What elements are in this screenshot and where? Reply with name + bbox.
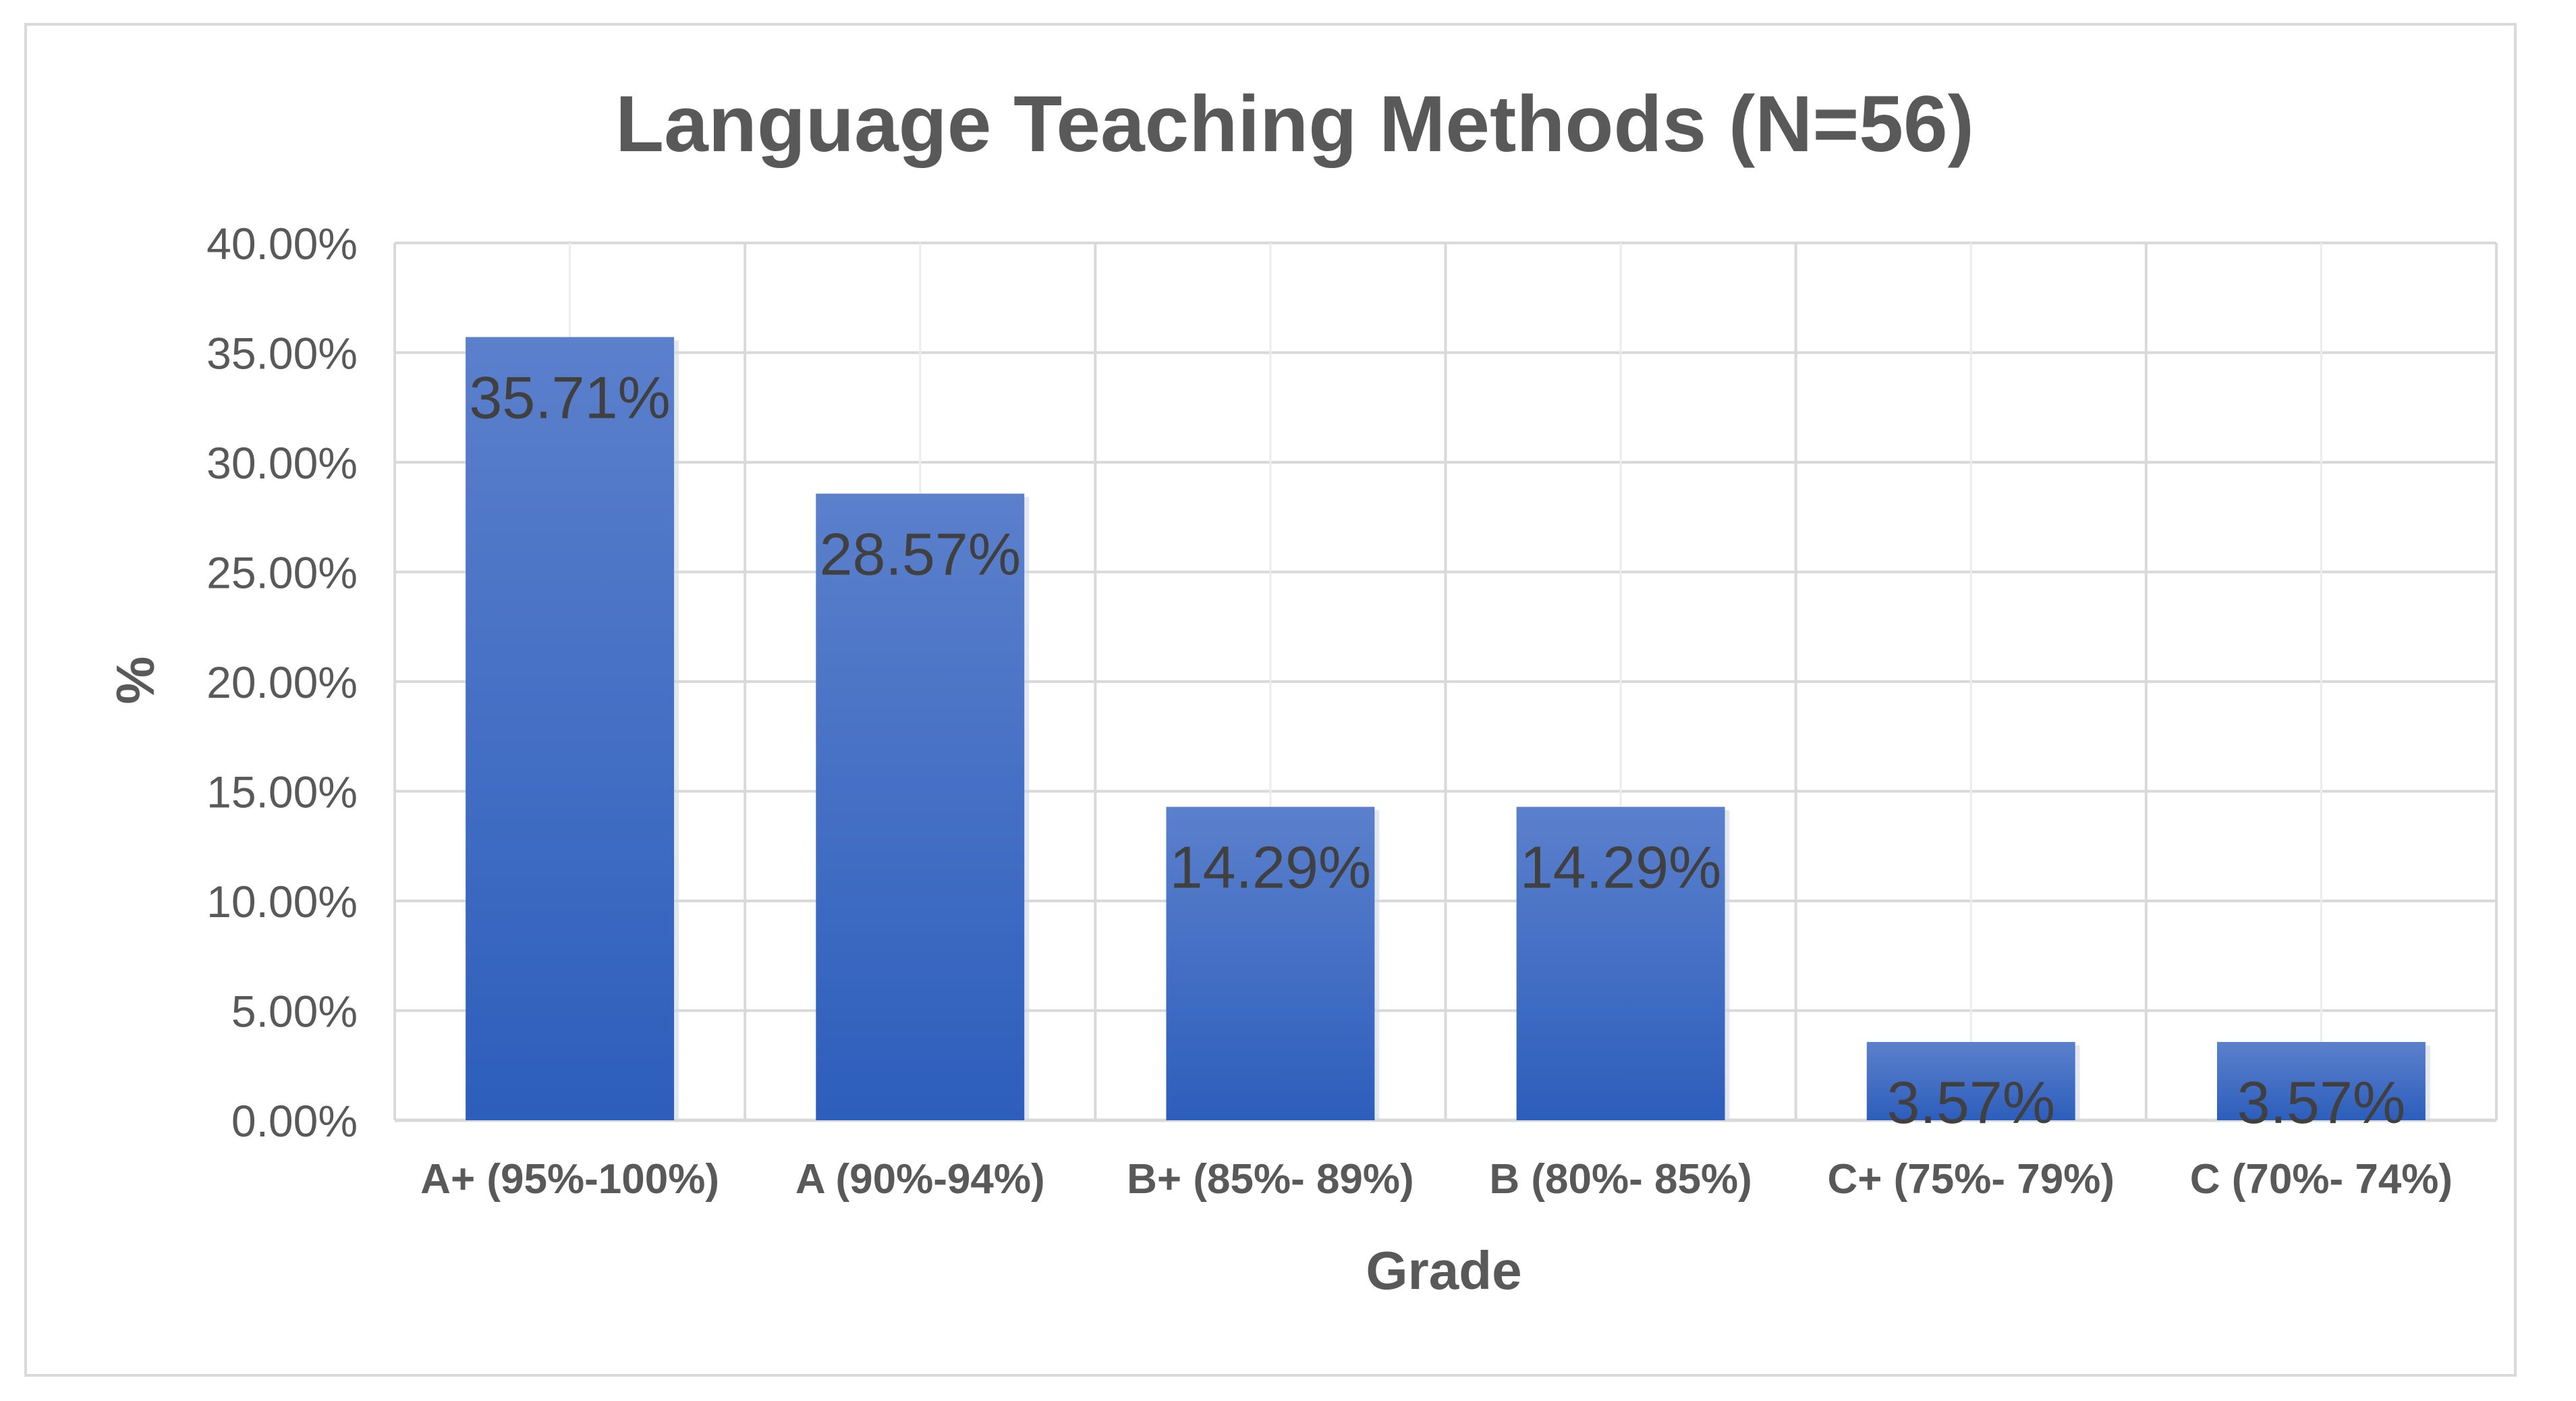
y-tick-label: 10.00% [206, 877, 358, 927]
x-category-label: C+ (75%- 79%) [1827, 1156, 2115, 1203]
chart-title: Language Teaching Methods (N=56) [615, 80, 1974, 169]
y-tick-label: 30.00% [206, 438, 358, 488]
x-category-label: B (80%- 85%) [1489, 1156, 1752, 1203]
y-tick-label: 20.00% [206, 657, 358, 707]
y-tick-label: 40.00% [206, 219, 358, 269]
x-category-label: C (70%- 74%) [2190, 1156, 2453, 1203]
grid-lines [393, 242, 2498, 1122]
data-label: 35.71% [469, 364, 670, 431]
bar [816, 493, 1025, 1120]
data-label: 3.57% [2237, 1069, 2406, 1136]
x-category-label: B+ (85%- 89%) [1127, 1156, 1414, 1203]
data-label: 14.29% [1520, 834, 1721, 901]
chart-frame: Language Teaching Methods (N=56) 35.71% 2… [24, 23, 2517, 1377]
data-label: 14.29% [1170, 834, 1371, 901]
x-category-label: A (90%-94%) [795, 1156, 1045, 1203]
bar [1866, 1041, 2075, 1120]
y-tick-label: 35.00% [206, 329, 358, 379]
bar [1166, 806, 1375, 1120]
data-label: 28.57% [820, 520, 1021, 587]
bar [466, 337, 675, 1120]
y-tick-label: 5.00% [231, 987, 358, 1037]
y-tick-label: 0.00% [231, 1096, 358, 1146]
y-axis-title: % [105, 656, 165, 704]
y-tick-label: 15.00% [206, 767, 358, 817]
bar [2216, 1041, 2426, 1120]
x-category-label: A+ (95%-100%) [420, 1156, 719, 1203]
y-tick-labels: 0.00% 5.00% 10.00% 15.00% 20.00% 25.00% 30.00%… [206, 219, 358, 1146]
data-label: 3.57% [1886, 1069, 2055, 1136]
bar [1516, 806, 1725, 1120]
x-category-labels: A+ (95%-100%) A (90%-94%) B+ (85%- 89%) B (… [420, 1156, 2453, 1203]
bar-chart: Language Teaching Methods (N=56) 35.71% 2… [105, 80, 2498, 1300]
x-axis-title: Grade [1366, 1240, 1521, 1300]
y-tick-label: 25.00% [206, 548, 358, 598]
bars: 35.71% 28.57% 14.29% 14.29% 3.57% 3.57% [466, 337, 2430, 1136]
